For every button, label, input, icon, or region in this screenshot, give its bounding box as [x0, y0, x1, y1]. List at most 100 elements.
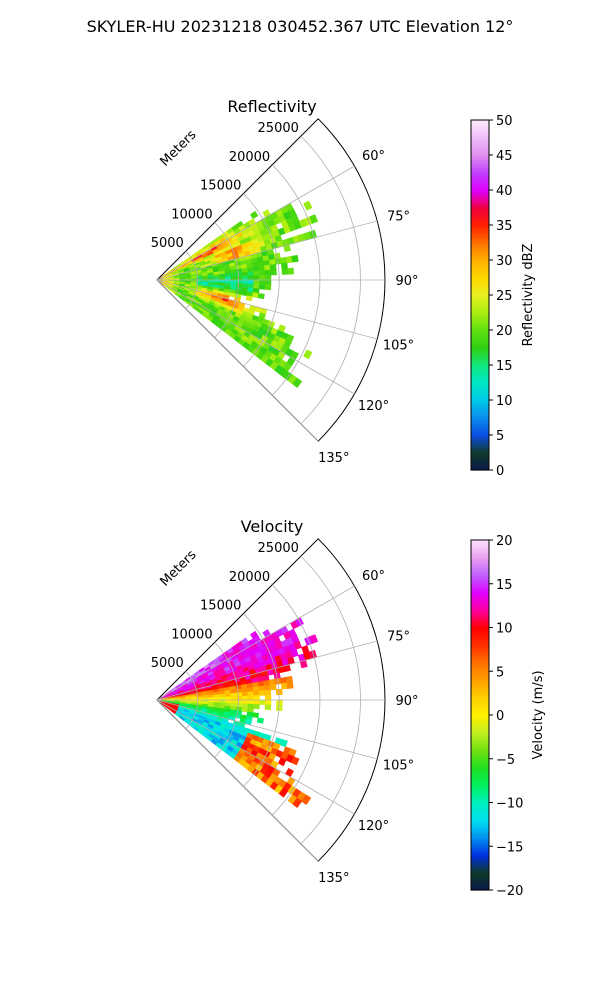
reflectivity-cell — [224, 273, 232, 278]
velocity-colorbar-swatch — [471, 685, 489, 689]
reflectivity-colorbar-swatch — [471, 212, 489, 216]
reflectivity-colorbar-ticks: 0 5 10 15 20 25 30 35 40 45 50 — [489, 114, 513, 479]
velocity-colorbar-strip — [470, 539, 490, 891]
reflectivity-colorbar-swatch — [471, 295, 489, 299]
reflectivity-colorbar-swatch — [471, 425, 489, 429]
velocity-colorbar-swatch — [471, 870, 489, 874]
reflectivity-azimuth-tick-label: 105° — [383, 339, 414, 354]
reflectivity-colorbar-swatch — [471, 132, 489, 136]
reflectivity-colorbar-swatch — [471, 210, 489, 214]
velocity-cell — [230, 696, 238, 701]
velocity-colorbar-swatch — [471, 735, 489, 739]
reflectivity-colorbar-swatch — [471, 150, 489, 154]
velocity-cell — [259, 699, 266, 706]
velocity-colorbar-swatch — [471, 812, 489, 816]
velocity-colorbar-swatch — [471, 712, 489, 716]
reflectivity-colorbar-swatch — [471, 120, 489, 124]
velocity-colorbar-swatch — [471, 697, 489, 701]
reflectivity-colorbar-swatch — [471, 272, 489, 276]
velocity-colorbar-swatch — [471, 667, 489, 671]
reflectivity-colorbar-swatch — [471, 432, 489, 436]
velocity-colorbar-swatch — [471, 785, 489, 789]
reflectivity-cell — [258, 265, 266, 272]
velocity-colorbar-swatch — [471, 542, 489, 546]
reflectivity-cell — [291, 254, 299, 263]
reflectivity-colorbar-swatch — [471, 262, 489, 266]
reflectivity-colorbar-swatch — [471, 225, 489, 229]
velocity-colorbar-tick-label: 20 — [496, 534, 513, 549]
velocity-colorbar-swatch — [471, 597, 489, 601]
reflectivity-colorbar-swatch — [471, 392, 489, 396]
reflectivity-cell — [264, 274, 272, 281]
reflectivity-colorbar-swatch — [471, 345, 489, 349]
velocity-colorbar-swatch — [471, 692, 489, 696]
reflectivity-colorbar-swatch — [471, 155, 489, 159]
velocity-cell — [258, 685, 266, 692]
velocity-colorbar-swatch — [471, 760, 489, 764]
velocity-colorbar-swatch — [471, 552, 489, 556]
velocity-cell — [247, 691, 255, 697]
reflectivity-colorbar-swatch — [471, 167, 489, 171]
reflectivity-colorbar-swatch — [471, 315, 489, 319]
reflectivity-colorbar-swatch — [471, 442, 489, 446]
reflectivity-colorbar-swatch — [471, 152, 489, 156]
velocity-colorbar-swatch — [471, 665, 489, 669]
reflectivity-colorbar-swatch — [471, 385, 489, 389]
reflectivity-cell — [219, 276, 226, 281]
reflectivity-colorbar-swatch — [471, 217, 489, 221]
reflectivity-cell — [236, 272, 243, 277]
reflectivity-colorbar-swatch — [471, 320, 489, 324]
velocity-radial-tick-label: 20000 — [229, 570, 270, 585]
reflectivity-azimuth-tick-label: 135° — [318, 451, 349, 466]
reflectivity-colorbar-swatch — [471, 185, 489, 189]
velocity-colorbar-swatch — [471, 700, 489, 704]
velocity-colorbar-swatch — [471, 622, 489, 626]
velocity-colorbar-swatch — [471, 632, 489, 636]
velocity-colorbar-swatch — [471, 840, 489, 844]
reflectivity-colorbar-swatch — [471, 135, 489, 139]
velocity-colorbar-swatch — [471, 815, 489, 819]
velocity-colorbar-swatch — [471, 635, 489, 639]
velocity-colorbar-swatch — [471, 725, 489, 729]
reflectivity-colorbar-swatch — [471, 337, 489, 341]
velocity-colorbar-swatch — [471, 875, 489, 879]
velocity-colorbar-swatch — [471, 587, 489, 591]
reflectivity-colorbar-swatch — [471, 195, 489, 199]
reflectivity-grid — [156, 118, 386, 442]
velocity-azimuth-spoke — [156, 640, 378, 701]
velocity-colorbar-swatch — [471, 822, 489, 826]
reflectivity-cell — [241, 271, 249, 277]
reflectivity-title: Reflectivity — [227, 97, 316, 116]
velocity-colorbar-swatch — [471, 845, 489, 849]
reflectivity-colorbar-swatch — [471, 227, 489, 231]
velocity-colorbar-swatch — [471, 545, 489, 549]
reflectivity-azimuth-tick-label: 120° — [358, 399, 389, 414]
reflectivity-colorbar-swatch — [471, 467, 489, 471]
reflectivity-cell — [247, 279, 255, 285]
reflectivity-colorbar-swatch — [471, 445, 489, 449]
velocity-colorbar-swatch — [471, 680, 489, 684]
reflectivity-colorbar-strip — [470, 119, 490, 471]
reflectivity-colorbar-swatch — [471, 332, 489, 336]
velocity-azimuth-tick-label: 90° — [395, 694, 418, 709]
velocity-colorbar-swatch — [471, 562, 489, 566]
reflectivity-colorbar-swatch — [471, 342, 489, 346]
velocity-colorbar-swatch — [471, 617, 489, 621]
velocity-colorbar-swatch — [471, 872, 489, 876]
reflectivity-colorbar-swatch — [471, 355, 489, 359]
velocity-colorbar-swatch — [471, 835, 489, 839]
velocity-colorbar-swatch — [471, 675, 489, 679]
velocity-colorbar-swatch — [471, 737, 489, 741]
reflectivity-cell — [245, 295, 253, 302]
reflectivity-colorbar-swatch — [471, 265, 489, 269]
velocity-colorbar-swatch — [471, 570, 489, 574]
velocity-colorbar-swatch — [471, 752, 489, 756]
reflectivity-cell — [259, 279, 266, 286]
velocity-colorbar-swatch — [471, 567, 489, 571]
reflectivity-colorbar-swatch — [471, 325, 489, 329]
velocity-colorbar-swatch — [471, 650, 489, 654]
velocity-colorbar-swatch — [471, 652, 489, 656]
velocity-colorbar-swatch — [471, 607, 489, 611]
velocity-azimuth-spoke — [156, 699, 355, 815]
velocity-colorbar-swatch — [471, 770, 489, 774]
